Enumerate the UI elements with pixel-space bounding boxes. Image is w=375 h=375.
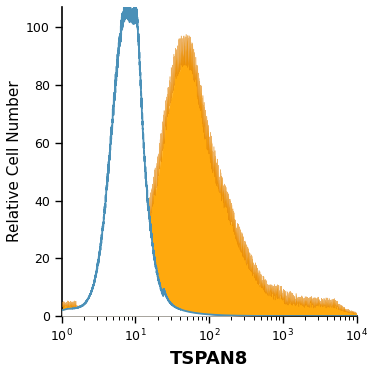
Y-axis label: Relative Cell Number: Relative Cell Number	[7, 81, 22, 242]
X-axis label: TSPAN8: TSPAN8	[170, 350, 248, 368]
